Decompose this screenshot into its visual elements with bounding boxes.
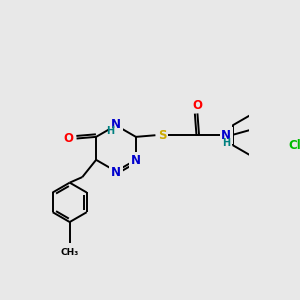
Text: O: O	[192, 99, 203, 112]
Text: N: N	[131, 154, 141, 167]
Text: Cl: Cl	[288, 139, 300, 152]
Text: H: H	[222, 138, 230, 148]
Text: CH₃: CH₃	[61, 248, 79, 256]
Text: N: N	[111, 118, 121, 131]
Text: N: N	[111, 167, 121, 179]
Text: H: H	[106, 126, 114, 136]
Text: O: O	[63, 132, 74, 145]
Text: N: N	[221, 129, 231, 142]
Text: S: S	[158, 129, 166, 142]
